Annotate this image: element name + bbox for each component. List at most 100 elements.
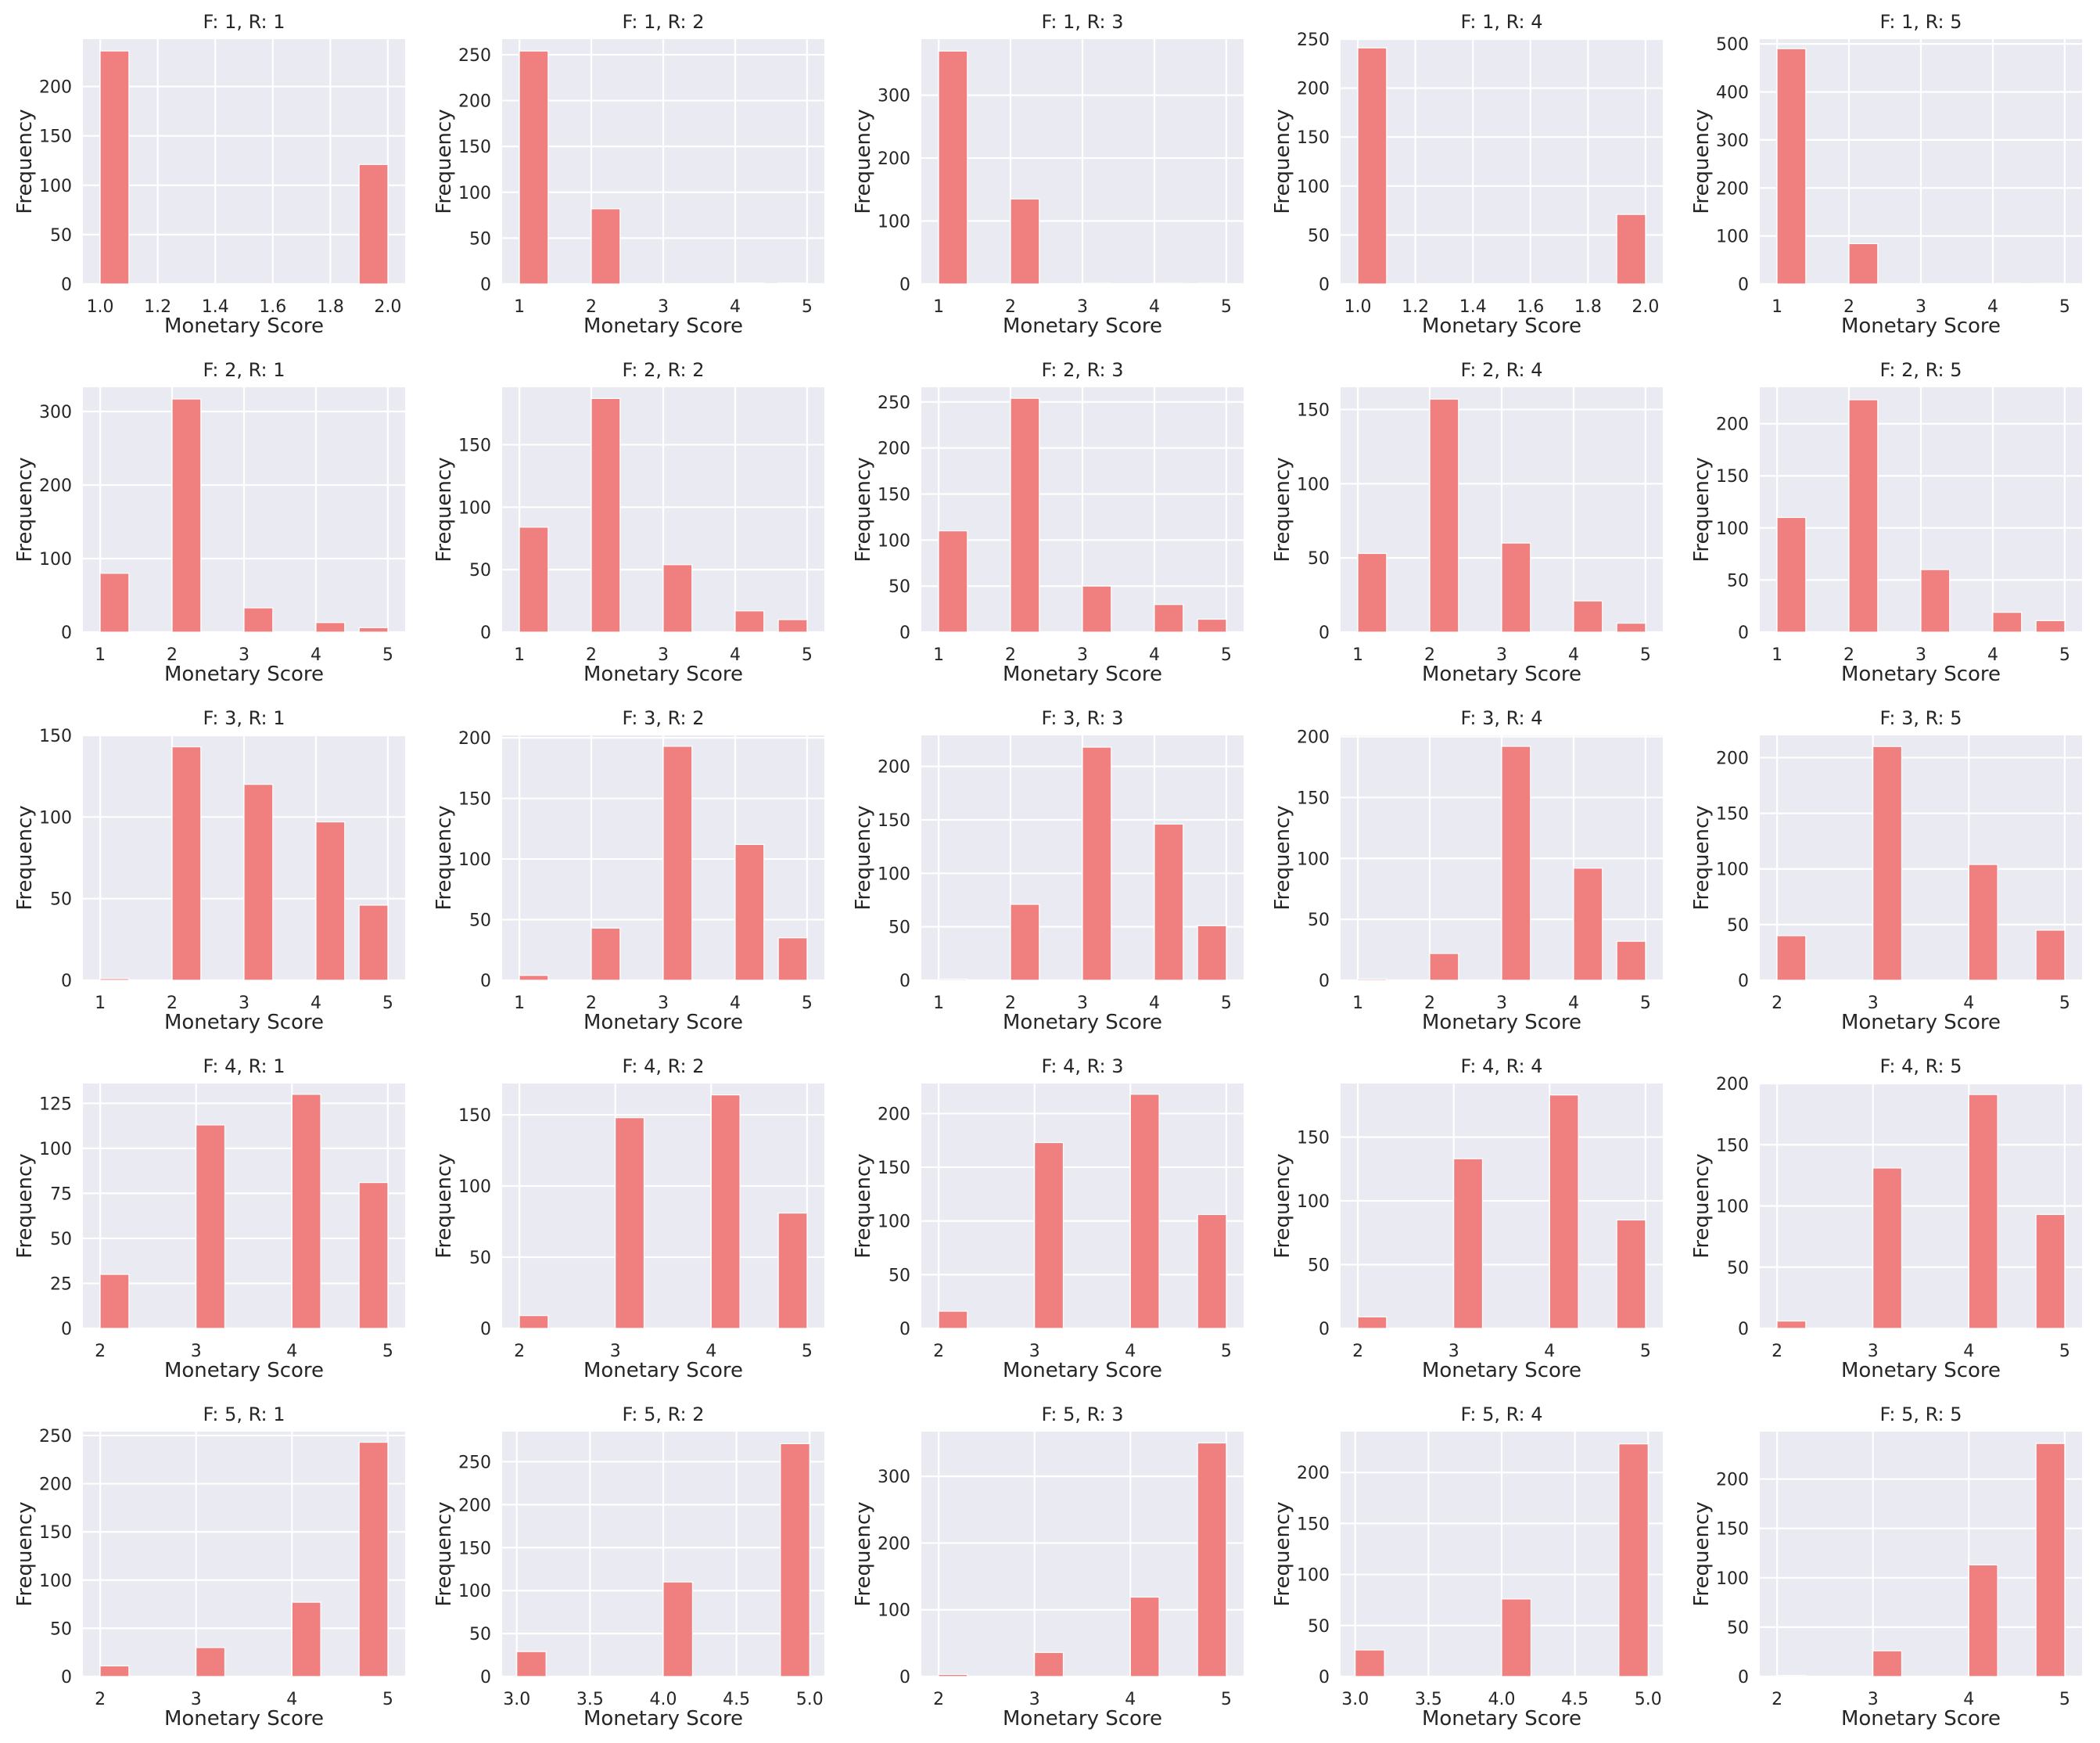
histogram-bar [99,1274,130,1329]
x-tick-label: 2 [167,645,178,665]
y-tick-label: 100 [878,1213,910,1232]
chart-title: F: 2, R: 5 [1879,359,1962,381]
y-tick-label: 150 [1716,1520,1749,1540]
chart-title: F: 3, R: 2 [622,707,704,729]
plot-area [921,1432,1244,1677]
y-axis-label: Frequency [852,109,875,214]
x-tick-label: 3 [1448,1342,1459,1361]
x-tick-label: 5 [1221,994,1232,1013]
x-tick-label: 1 [1352,645,1363,665]
x-axis-label: Monetary Score [164,663,324,686]
y-tick-label: 50 [469,1249,491,1268]
x-tick-label: 1.2 [1402,297,1429,317]
histogram-bar [1872,746,1903,981]
y-tick-label: 50 [469,229,491,249]
x-tick-label: 1 [933,994,944,1013]
x-tick-label: 3 [191,1690,202,1709]
histogram-bar [1618,1443,1649,1677]
x-tick-label: 4 [730,645,741,665]
y-tick-label: 100 [39,808,72,828]
x-axis-label: Monetary Score [1841,1707,2001,1730]
x-tick-label: 5 [1221,297,1232,317]
x-tick-label: 3 [191,1342,202,1361]
x-tick-label: 5 [382,1342,393,1361]
x-axis-label: Monetary Score [583,1011,743,1034]
y-tick-label: 200 [1716,749,1749,768]
y-tick-label: 150 [878,1159,910,1178]
y-tick-label: 250 [458,46,491,66]
x-axis-label: Monetary Score [164,1707,324,1730]
histogram-bar [1968,1094,1998,1329]
histogram-bar [171,398,202,633]
y-tick-label: 500 [1716,35,1749,55]
y-axis-label: Frequency [13,1153,37,1258]
histogram-bar [1129,1094,1160,1329]
chart-title: F: 4, R: 2 [622,1055,704,1077]
y-tick-label: 100 [39,550,72,570]
y-tick-label: 50 [1727,571,1749,591]
chart-title: F: 4, R: 4 [1460,1055,1542,1077]
histogram-bar [1357,1316,1387,1329]
y-tick-label: 150 [458,138,491,157]
histogram-bar [358,164,389,285]
y-tick-label: 150 [1297,1515,1330,1534]
x-tick-label: 4 [730,297,741,317]
x-tick-label: 1 [933,645,944,665]
x-axis-label: Monetary Score [1003,1011,1162,1034]
x-tick-label: 1.6 [259,297,286,317]
y-tick-label: 0 [899,275,910,295]
x-tick-label: 3 [1868,1342,1879,1361]
y-tick-label: 150 [458,436,491,455]
x-tick-label: 1.4 [1459,297,1487,317]
x-tick-label: 4.5 [723,1690,750,1709]
y-tick-label: 200 [878,1105,910,1124]
y-tick-label: 0 [480,275,491,295]
y-tick-label: 150 [1297,401,1330,420]
x-axis-label: Monetary Score [583,314,743,338]
histogram-bar [196,1647,226,1677]
histogram-bar [662,746,693,981]
plot-area [921,1084,1244,1328]
x-tick-label: 3 [610,1342,621,1361]
y-axis-label: Frequency [852,805,875,910]
x-tick-label: 4 [1963,1690,1974,1709]
x-tick-label: 1 [514,297,525,317]
y-tick-label: 0 [61,624,72,643]
histogram-bar [243,783,274,981]
x-tick-label: 2 [586,994,597,1013]
y-tick-label: 50 [1308,1256,1330,1275]
x-tick-label: 3 [1029,1690,1040,1709]
y-tick-label: 0 [480,972,491,991]
plot-area [502,1084,824,1328]
y-axis-label: Frequency [13,457,37,562]
y-tick-label: 0 [61,1320,72,1339]
y-tick-label: 50 [1727,1619,1749,1638]
chart-title: F: 1, R: 5 [1879,11,1962,33]
x-tick-label: 5 [802,297,813,317]
x-tick-label: 4 [311,645,321,665]
histogram-bar [591,927,621,981]
x-tick-label: 4 [286,1342,297,1361]
x-tick-label: 1.8 [1574,297,1602,317]
x-tick-label: 3.5 [576,1690,604,1709]
x-tick-label: 3 [1077,645,1088,665]
x-tick-label: 5 [2059,1342,2070,1361]
histogram-bar [1616,214,1646,285]
y-tick-label: 200 [39,476,72,496]
y-tick-label: 100 [1716,519,1749,539]
histogram-bar [1776,1321,1807,1329]
y-tick-label: 50 [888,577,910,597]
chart-title: F: 4, R: 1 [203,1055,285,1077]
histogram-bar [171,746,202,981]
y-axis-label: Frequency [13,109,37,214]
x-tick-label: 2 [1772,994,1782,1013]
chart-title: F: 2, R: 3 [1041,359,1123,381]
x-tick-label: 3 [239,994,249,1013]
histogram-panel: 3.0 3.5 4.0 4.5 5.0 0 50 100 150 200 250 F: 5, R: 2… [433,1403,824,1730]
x-tick-label: 1.0 [1344,297,1372,317]
x-tick-label: 4.5 [1561,1690,1588,1709]
